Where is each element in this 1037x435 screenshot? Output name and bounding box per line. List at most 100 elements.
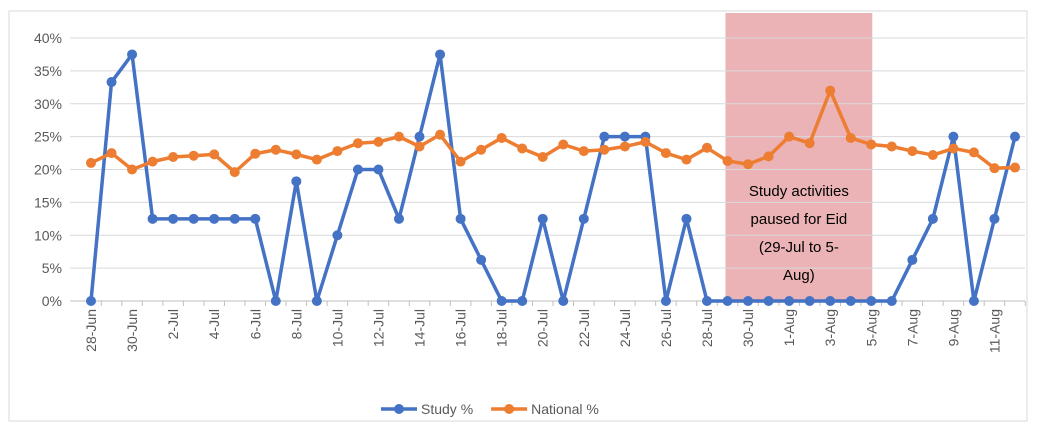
data-point [188,213,199,224]
data-point [866,139,877,150]
data-point [948,131,959,142]
annotation-text: Aug) [783,267,815,284]
data-point [907,254,918,265]
data-point [209,213,220,224]
data-point [825,85,836,96]
data-point [660,296,671,306]
y-tick-label: 5% [42,260,62,276]
data-point [619,141,630,152]
series-line [90,88,1016,174]
data-point [414,131,425,142]
data-point [640,136,651,147]
data-point [1010,131,1020,142]
data-point [989,163,1000,174]
data-point [147,213,158,224]
data-point [825,296,836,306]
data-point [496,132,507,143]
data-point [394,213,404,224]
data-point [229,167,240,178]
data-point [455,156,466,167]
data-point [291,176,302,187]
data-point [250,148,261,159]
data-point [968,296,979,306]
data-point [578,213,589,224]
data-point [209,149,220,160]
data-point [394,131,404,142]
data-point [763,296,774,306]
data-point [147,156,158,167]
x-tick-label: 3-Aug [822,309,838,346]
data-point [537,152,548,163]
data-point [968,147,979,158]
x-tick-label: 11-Aug [986,309,1002,353]
data-point [743,296,754,306]
data-point [373,136,384,147]
data-point [311,296,322,306]
data-point [476,254,487,265]
data-point [270,144,281,155]
data-point [373,164,384,175]
data-point [270,296,281,306]
data-point [866,296,877,306]
y-tick-label: 40% [34,30,62,46]
data-point [660,148,671,159]
data-point [907,146,918,157]
data-point [435,129,446,140]
data-point [578,146,589,157]
x-tick-label: 14-Jul [412,309,428,347]
data-point [619,131,630,142]
legend-marker [504,404,515,414]
data-point [168,152,179,163]
x-tick-label: 5-Aug [863,309,879,346]
data-point [188,150,199,161]
data-point [537,213,548,224]
data-point [702,296,712,306]
data-point [681,213,692,224]
data-point [106,77,117,88]
x-tick-label: 7-Aug [904,309,920,346]
data-point [86,296,96,306]
data-point [455,213,466,224]
x-tick-label: 6-Jul [247,309,263,339]
x-tick-label: 18-Jul [494,309,510,347]
data-point [496,296,507,306]
legend-label: Study % [421,401,473,417]
annotation-text: paused for Eid [751,211,848,228]
data-point [168,213,179,224]
x-tick-label: 22-Jul [576,309,592,347]
data-point [414,141,425,152]
y-tick-label: 0% [42,293,62,309]
data-point [722,296,733,306]
y-tick-label: 20% [34,162,62,178]
data-point [681,154,692,165]
data-point [352,164,363,175]
data-point [229,213,240,224]
data-point [517,143,528,154]
annotation-text: Study activities [749,183,849,200]
data-point [784,131,795,142]
data-point [332,146,343,157]
data-point [517,296,528,306]
data-point [599,144,610,155]
data-point [743,159,754,170]
data-point [927,150,938,161]
data-point [886,141,897,152]
data-point [948,143,959,154]
data-point [558,139,569,150]
y-tick-label: 35% [34,63,62,79]
data-point [763,151,774,162]
data-point [845,296,856,306]
data-point [989,213,1000,224]
data-point [845,132,856,143]
annotation-region [725,13,873,301]
data-point [311,154,322,165]
x-tick-label: 30-Jul [740,309,756,347]
x-tick-label: 4-Jul [206,309,222,339]
data-point [599,131,610,142]
annotation-text: (29-Jul to 5- [759,239,839,256]
legend-marker [394,404,404,414]
x-tick-label: 16-Jul [453,309,469,347]
x-tick-label: 8-Jul [288,309,304,339]
data-point [886,296,897,306]
